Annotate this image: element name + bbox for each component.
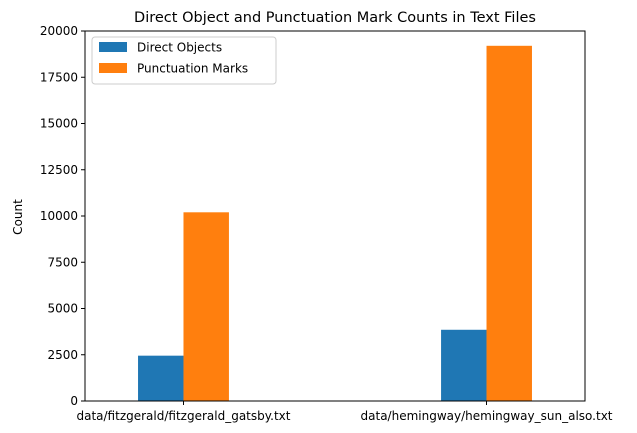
bar-direct-objects-2 [441,329,487,401]
y-tick-label: 20000 [40,24,78,38]
bars [138,45,532,402]
y-axis-label: Count [11,199,25,235]
chart-title: Direct Object and Punctuation Mark Count… [134,10,536,26]
bar-direct-objects-1 [138,355,184,401]
y-tick-label: 7500 [47,255,78,269]
plot-frame [84,30,586,402]
legend-box [91,36,277,85]
x-ticks: data/fitzgerald/fitzgerald_gatsby.txt dat… [76,401,613,423]
y-tick-label: 2500 [47,348,78,362]
y-tick-label: 0 [70,394,78,408]
y-tick-label: 17500 [40,70,78,84]
bar-punctuation-marks-1 [183,212,229,401]
legend-label: Punctuation Marks [137,62,248,76]
y-tick-label: 15000 [40,117,78,131]
x-tick-label: data/hemingway/hemingway_sun_also.txt [361,409,613,423]
legend: Direct Objects Punctuation Marks [91,36,277,85]
legend-swatch [99,42,127,52]
y-ticks: 0 2500 5000 7500 10000 12500 15000 17500 20000 [40,24,85,408]
y-tick-label: 5000 [47,302,78,316]
x-tick-label: data/fitzgerald/fitzgerald_gatsby.txt [76,409,290,423]
legend-swatch [99,63,127,73]
legend-label: Direct Objects [137,41,222,55]
y-tick-label: 10000 [40,209,78,223]
bar-punctuation-marks-2 [486,45,532,402]
y-tick-label: 12500 [40,163,78,177]
